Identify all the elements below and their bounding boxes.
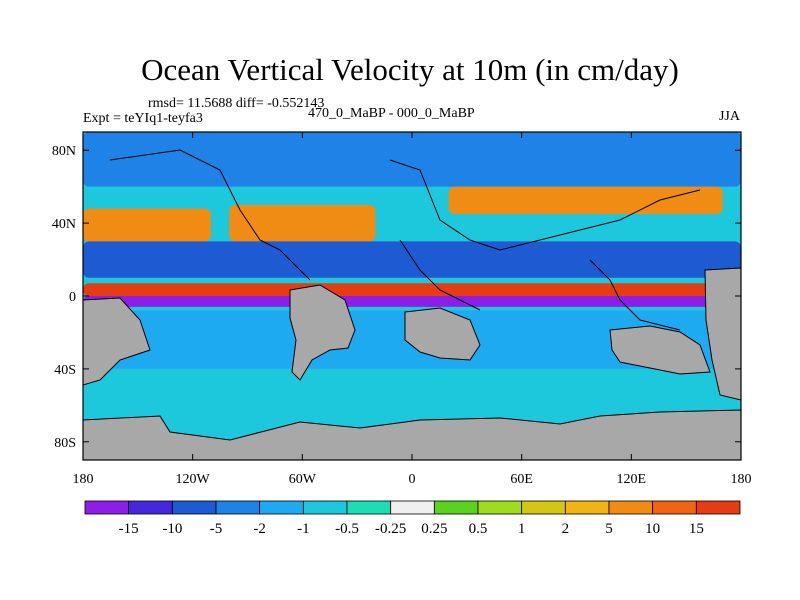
y-tick-label: 0	[69, 290, 76, 305]
field-region-equatorial-downwelling	[83, 296, 741, 307]
field-region-southern-ocean	[83, 368, 741, 433]
colorbar-label: 1	[518, 521, 526, 537]
coast-eurasia	[389, 159, 701, 251]
colorbar-swatch	[302, 500, 348, 515]
land-south-america	[289, 284, 356, 381]
y-tick-label: 40N	[52, 217, 76, 232]
season-annotation: JJA	[718, 109, 740, 124]
colorbar-label: -10	[162, 521, 182, 537]
y-tick-label: 80N	[52, 144, 76, 159]
colorbar-swatch	[652, 500, 697, 515]
y-tick-label: 80S	[54, 436, 76, 451]
x-tick-label: 180	[73, 472, 94, 487]
colorbar-swatch	[608, 500, 654, 515]
land-east-edge	[704, 267, 741, 401]
field-region-north-pacific-upwelling	[83, 208, 211, 242]
field-layer	[83, 132, 741, 460]
colorbar-swatch	[477, 500, 523, 515]
x-axis: 180 120W 60W 0 60E 120E 180	[73, 132, 752, 487]
colorbar-label: -15	[119, 521, 139, 537]
x-tick-label: 0	[409, 472, 416, 487]
x-tick-label: 180	[731, 472, 752, 487]
colorbar-swatch	[390, 500, 435, 515]
x-tick-label: 120E	[617, 472, 647, 487]
colorbar-label: -2	[253, 521, 266, 537]
colorbar-swatch	[564, 500, 610, 515]
colorbar-swatch	[346, 500, 392, 515]
colorbar-label: 0.25	[421, 521, 447, 537]
colorbar-label: -5	[210, 521, 223, 537]
field-region-eurasia-upwelling	[448, 186, 723, 214]
x-tick-label: 60W	[289, 472, 317, 487]
colorbar-swatch	[215, 500, 261, 515]
land-layer	[83, 267, 741, 460]
experiment-annotation: Expt = teYIq1-teyfa3	[83, 111, 203, 126]
colorbar-label: -1	[297, 521, 310, 537]
colorbar-label: 15	[689, 521, 704, 537]
period-annotation: 470_0_MaBP - 000_0_MaBP	[308, 106, 475, 121]
colorbar-swatch	[128, 500, 173, 515]
colorbar-swatch	[433, 500, 479, 515]
colorbar-label: -0.5	[335, 521, 359, 537]
colorbar: -15 -10 -5 -2 -1 -0.5 -0.25 0.25 0.5 1 2 5 10 15	[84, 500, 741, 537]
colorbar-swatch	[84, 500, 130, 515]
coastline-outlines	[109, 149, 701, 331]
land-australia	[609, 325, 711, 375]
colorbar-label: -0.25	[375, 521, 406, 537]
colorbar-swatch	[171, 500, 217, 515]
chart-title: Ocean Vertical Velocity at 10m (in cm/da…	[141, 52, 679, 87]
coast-africa-north	[399, 239, 481, 311]
colorbar-label: 0.5	[469, 521, 488, 537]
colorbar-swatch	[695, 500, 741, 515]
coast-north-america	[109, 149, 311, 281]
field-region-north-atlantic-upwelling	[229, 204, 376, 242]
field-region-subtropical-downwelling	[83, 241, 741, 278]
y-tick-label: 40S	[54, 363, 76, 378]
field-region-equatorial-upwelling	[83, 283, 741, 296]
land-africa	[404, 307, 481, 361]
y-axis: 80N 40N 0 40S 80S	[52, 144, 741, 451]
colorbar-swatch	[521, 500, 566, 515]
land-antarctica	[83, 409, 741, 460]
field-region-high-lat-band	[83, 132, 741, 187]
colorbar-swatch	[259, 500, 304, 515]
colorbar-label: 10	[645, 521, 660, 537]
x-tick-label: 60E	[510, 472, 533, 487]
colorbar-label: 2	[562, 521, 570, 537]
land-west	[83, 297, 151, 386]
x-tick-label: 120W	[176, 472, 211, 487]
rmsd-annotation: rmsd= 11.5688 diff= -0.552143	[148, 96, 325, 111]
colorbar-label: 5	[605, 521, 613, 537]
coast-asia-south	[589, 259, 681, 331]
